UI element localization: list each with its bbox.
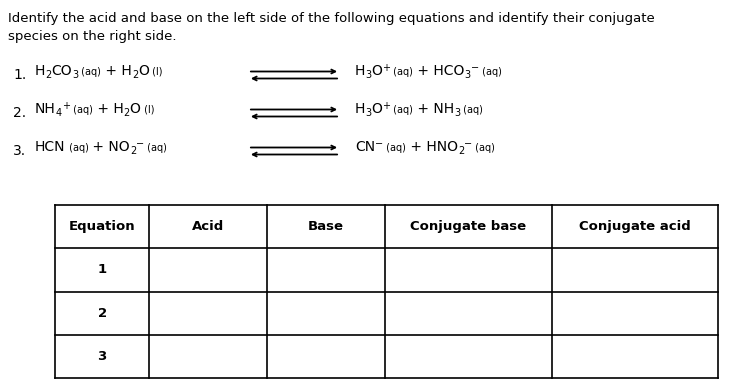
Text: (aq): (aq): [78, 67, 101, 77]
Text: H: H: [355, 64, 366, 78]
Text: 2: 2: [98, 306, 107, 320]
Text: O: O: [138, 64, 149, 78]
Text: (l): (l): [149, 67, 163, 77]
Text: + H: + H: [101, 64, 132, 78]
Text: 3: 3: [454, 108, 460, 118]
Text: CN: CN: [355, 140, 375, 154]
Text: (aq): (aq): [390, 67, 413, 77]
Text: 2: 2: [458, 146, 464, 156]
Text: (aq): (aq): [66, 143, 88, 153]
Text: Conjugate acid: Conjugate acid: [579, 220, 691, 233]
Text: O: O: [372, 102, 383, 116]
Text: (aq): (aq): [70, 105, 93, 115]
Text: 2: 2: [124, 108, 130, 118]
Text: 3: 3: [72, 70, 78, 80]
Text: O: O: [372, 64, 383, 78]
Text: 3.: 3.: [13, 144, 26, 158]
Text: 2: 2: [46, 70, 51, 80]
Text: (aq): (aq): [383, 143, 406, 153]
Text: + NO: + NO: [88, 140, 130, 154]
Text: 4: 4: [56, 108, 62, 118]
Text: + H: + H: [93, 102, 124, 116]
Text: −: −: [375, 139, 383, 149]
Text: +: +: [62, 101, 70, 111]
Text: 2: 2: [132, 70, 138, 80]
Text: −: −: [471, 63, 479, 73]
Text: 3: 3: [465, 70, 471, 80]
Text: (aq): (aq): [472, 143, 495, 153]
Text: + NH: + NH: [413, 102, 454, 116]
Text: Equation: Equation: [69, 220, 135, 233]
Text: species on the right side.: species on the right side.: [8, 30, 177, 43]
Text: (l): (l): [141, 105, 154, 115]
Text: Base: Base: [308, 220, 344, 233]
Text: (aq): (aq): [145, 143, 167, 153]
Text: O: O: [130, 102, 141, 116]
Text: (aq): (aq): [460, 105, 483, 115]
Text: Identify the acid and base on the left side of the following equations and ident: Identify the acid and base on the left s…: [8, 12, 655, 25]
Text: (aq): (aq): [390, 105, 413, 115]
Text: (aq): (aq): [479, 67, 502, 77]
Text: Acid: Acid: [192, 220, 225, 233]
Text: CO: CO: [51, 64, 72, 78]
Text: 3: 3: [98, 350, 107, 363]
Text: −: −: [464, 139, 472, 149]
Text: +: +: [383, 101, 390, 111]
Text: 2.: 2.: [13, 106, 26, 120]
Text: 1.: 1.: [13, 68, 26, 82]
Text: HCN: HCN: [35, 140, 66, 154]
Text: 2: 2: [130, 146, 137, 156]
Text: +: +: [383, 63, 390, 73]
Text: 1: 1: [98, 263, 107, 276]
Text: 3: 3: [366, 70, 372, 80]
Text: Conjugate base: Conjugate base: [410, 220, 527, 233]
Text: + HNO: + HNO: [406, 140, 458, 154]
Text: NH: NH: [35, 102, 56, 116]
Text: H: H: [35, 64, 46, 78]
Text: H: H: [355, 102, 366, 116]
Text: −: −: [137, 139, 145, 149]
Text: + HCO: + HCO: [413, 64, 465, 78]
Text: 3: 3: [366, 108, 372, 118]
